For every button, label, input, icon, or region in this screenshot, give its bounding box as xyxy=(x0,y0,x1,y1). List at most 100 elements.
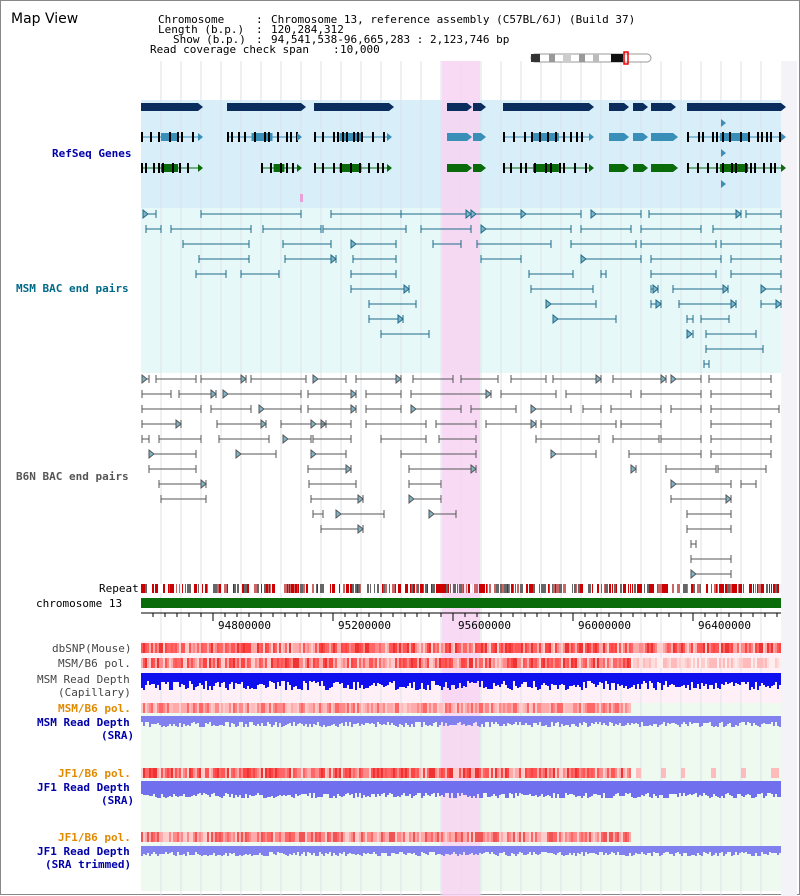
jf1-b6-pol-2-cell xyxy=(609,832,611,842)
jf1-b6-pol-track-label: JF1/B6 pol. xyxy=(58,767,131,780)
gene-exon xyxy=(172,163,174,173)
msm-depth-sra-bar xyxy=(487,716,489,722)
msm-depth-sra-bar xyxy=(305,716,307,724)
gene-exon xyxy=(150,132,152,142)
dbsnp-cell xyxy=(621,643,623,653)
msm-b6-pol-cell xyxy=(777,658,779,668)
jf1-b6-pol-cell xyxy=(483,768,485,778)
msm-depth-capillary-bar xyxy=(433,673,435,681)
msm-depth-sra-bar xyxy=(771,716,773,722)
jf1-b6-pol-cell xyxy=(281,768,283,778)
jf1-b6-pol-2-cell xyxy=(391,832,393,842)
repeat-element xyxy=(427,584,428,593)
gene-strand-arrow xyxy=(781,164,786,172)
gene-exon xyxy=(697,163,699,173)
ideogram-band xyxy=(563,54,571,62)
msm-b6-pol-cell xyxy=(221,658,223,668)
msm-depth-capillary-bar xyxy=(337,673,339,682)
jf1-b6-pol-2-cell xyxy=(323,832,325,842)
msm-depth-capillary-bar xyxy=(239,673,241,684)
msm-b6-pol-cell xyxy=(477,658,479,668)
jf1-b6-pol-2-cell xyxy=(283,832,285,842)
dbsnp-cell xyxy=(703,643,705,653)
jf1-depth-sra-bar xyxy=(749,781,751,795)
ideogram-position-marker xyxy=(623,51,629,65)
repeat-element xyxy=(446,584,448,593)
repeat-element xyxy=(546,584,548,593)
msm-depth-sra-bar xyxy=(173,716,175,724)
jf1-depth-sra-bar xyxy=(189,781,191,797)
jf1-b6-pol-cell xyxy=(441,768,443,778)
gene-exon xyxy=(153,163,155,173)
jf1-b6-pol-cell xyxy=(623,768,625,778)
msm-depth-sra-bar xyxy=(365,716,367,723)
msm-b6-pol-cell xyxy=(197,658,199,668)
gene-strand-arrow xyxy=(643,133,648,141)
jf1-depth-trimmed-bar xyxy=(403,846,405,854)
jf1-b6-pol-cell xyxy=(599,768,601,778)
gene-exon xyxy=(280,163,282,173)
msm-b6-pol-cell xyxy=(579,658,581,668)
jf1-depth-trimmed-bar xyxy=(287,846,289,856)
dbsnp-cell xyxy=(527,643,529,653)
jf1-depth-trimmed-bar xyxy=(419,846,421,856)
jf1-b6-pol-2-cell xyxy=(151,832,153,842)
jf1-b6-pol-cell xyxy=(393,768,395,778)
jf1-depth-trimmed-bar xyxy=(227,846,229,856)
msm-depth-sra-bar xyxy=(633,716,635,724)
msm-b6-pol-2-cell xyxy=(455,703,457,713)
msm-depth-capillary-bar xyxy=(499,673,501,687)
jf1-depth-sra-bar xyxy=(249,781,251,795)
dbsnp-cell xyxy=(469,643,471,653)
jf1-b6-pol-cell xyxy=(143,768,145,778)
dbsnp-cell xyxy=(161,643,163,653)
jf1-b6-pol-cell xyxy=(636,768,641,778)
msm-depth-capillary-bar xyxy=(329,673,331,688)
msm-depth-sra-bar xyxy=(667,716,669,723)
dbsnp-cell xyxy=(369,643,371,653)
msm-depth-capillary-bar xyxy=(583,673,585,682)
msm-depth-capillary-bar xyxy=(235,673,237,683)
msm-b6-pol-2-cell xyxy=(429,703,431,713)
msm-b6-pol-2-cell xyxy=(201,703,203,713)
jf1-b6-pol-cell xyxy=(253,768,255,778)
jf1-b6-pol-cell xyxy=(181,768,183,778)
repeat-element xyxy=(483,584,485,593)
jf1-depth-trimmed-bar xyxy=(415,846,417,855)
jf1-b6-pol-2-cell xyxy=(603,832,605,842)
msm-depth-sra-bar xyxy=(657,716,659,727)
jf1-depth-sra-bar xyxy=(553,781,555,793)
msm-depth-sra-bar xyxy=(349,716,351,722)
jf1-depth-sra-bar xyxy=(155,781,157,797)
dbsnp-cell xyxy=(553,643,555,653)
jf1-depth-sra-bar xyxy=(391,781,393,794)
jf1-depth-trimmed-bar xyxy=(167,846,169,854)
dbsnp-cell xyxy=(331,643,333,653)
jf1-depth-sra-bar xyxy=(143,781,145,795)
jf1-depth-trimmed-bar xyxy=(551,846,553,853)
msm-b6-pol-cell xyxy=(351,658,353,668)
jf1-depth-sra-bar xyxy=(257,781,259,793)
repeat-element xyxy=(588,584,591,593)
b6n-bac-arrow xyxy=(235,448,242,460)
jf1-depth-trimmed-bar xyxy=(183,846,185,854)
jf1-depth-sra-bar xyxy=(265,781,267,798)
dbsnp-cell xyxy=(257,643,259,653)
msm-b6-pol-2-cell xyxy=(307,703,309,713)
jf1-b6-pol-cell xyxy=(511,768,513,778)
repeat-element xyxy=(644,584,645,593)
jf1-b6-pol-2-cell xyxy=(295,832,297,842)
msm-depth-sra-bar xyxy=(565,716,567,725)
repeat-element xyxy=(278,584,279,593)
jf1-depth-trimmed-bar xyxy=(723,846,725,856)
jf1-b6-pol-2-cell xyxy=(461,832,463,842)
msm-b6-pol-2-cell xyxy=(553,703,555,713)
msm-b6-pol-cell xyxy=(405,658,407,668)
msm-b6-pol-2-cell xyxy=(433,703,435,713)
jf1-depth-trimmed-bar xyxy=(573,846,575,853)
jf1-b6-pol-cell xyxy=(395,768,397,778)
dbsnp-cell xyxy=(517,643,519,653)
repeat-element xyxy=(439,584,442,593)
jf1-depth-trimmed-bar xyxy=(453,846,455,852)
